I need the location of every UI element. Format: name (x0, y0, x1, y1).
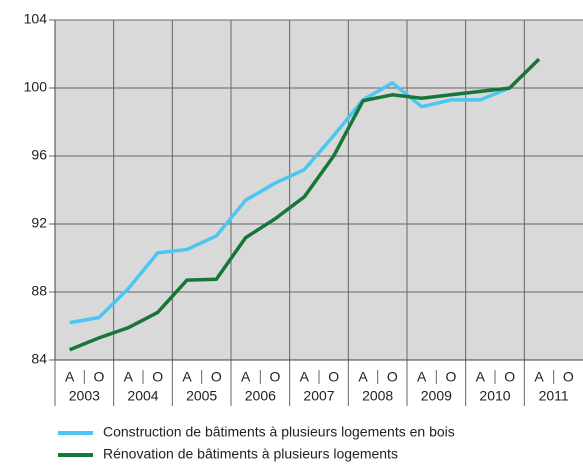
legend-label: Rénovation de bâtiments à plusieurs loge… (103, 446, 398, 462)
y-tick-label: 96 (31, 147, 47, 163)
y-tick-label: 92 (31, 215, 47, 231)
x-tick-label: A (476, 369, 486, 385)
series-line (69, 81, 511, 325)
y-tick-label: 84 (31, 351, 47, 367)
x-tick-label: A (182, 369, 192, 385)
plot-area (55, 20, 583, 360)
legend-label: Construction de bâtiments à plusieurs lo… (103, 424, 455, 440)
year-label: 2004 (127, 388, 158, 404)
x-tick-label: O (328, 369, 339, 385)
x-tick-label: O (387, 369, 398, 385)
x-tick-label: O (504, 369, 515, 385)
x-tick-label: A (534, 369, 544, 385)
x-tick-label: O (270, 369, 281, 385)
y-tick-label: 104 (24, 11, 48, 27)
x-tick-label: A (300, 369, 310, 385)
x-tick-label: O (446, 369, 457, 385)
x-tick-label: A (241, 369, 251, 385)
year-label: 2011 (539, 388, 569, 404)
x-tick-label: A (124, 369, 134, 385)
x-tick-label: A (65, 369, 75, 385)
year-label: 2009 (421, 388, 452, 404)
x-tick-label: O (211, 369, 222, 385)
year-label: 2005 (186, 388, 217, 404)
year-label: 2003 (69, 388, 100, 404)
year-label: 2008 (362, 388, 393, 404)
year-label: 2010 (479, 388, 510, 404)
y-tick-label: 88 (31, 283, 47, 299)
x-tick-label: A (358, 369, 368, 385)
x-tick-label: A (417, 369, 427, 385)
year-label: 2007 (303, 388, 334, 404)
year-label: 2006 (245, 388, 276, 404)
series-line (69, 57, 541, 352)
x-tick-label: O (94, 369, 105, 385)
y-tick-label: 100 (24, 79, 48, 95)
x-tick-label: O (152, 369, 163, 385)
x-tick-label: O (563, 369, 574, 385)
